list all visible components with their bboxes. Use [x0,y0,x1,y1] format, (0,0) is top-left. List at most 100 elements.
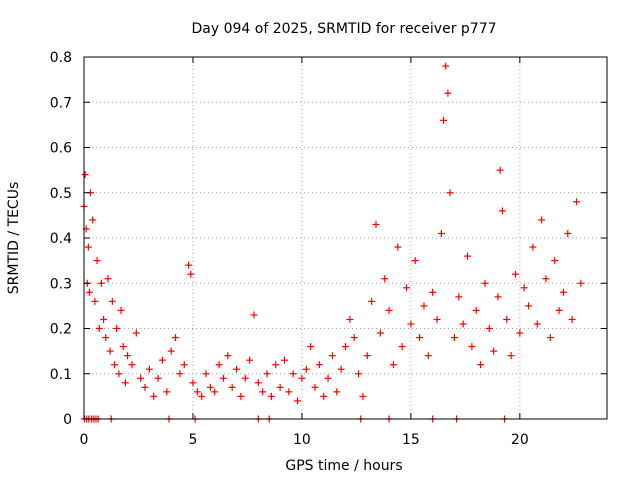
chart-title: Day 094 of 2025, SRMTID for receiver p77… [191,21,496,37]
x-tick-label: 5 [188,432,197,448]
y-tick-label: 0.2 [50,322,72,338]
data-point [516,329,524,337]
data-point [494,293,502,301]
data-point [91,297,99,305]
data-point [121,379,129,387]
data-point [150,392,158,400]
x-tick-label: 15 [402,432,420,448]
data-point [572,198,580,206]
grid [84,57,607,419]
data-point [542,275,550,283]
data-point [289,370,297,378]
data-point [185,261,193,269]
data-point [311,383,319,391]
data-point [485,325,493,332]
axis-ticks: 0 0.1 0.2 0.3 0.4 0.5 0.6 0.7 0.8 0 5 10 15 20 [50,50,607,448]
data-point [398,343,406,351]
data-point [180,361,188,369]
data-point [481,279,489,287]
data-point [464,252,472,260]
data-point [259,388,267,396]
y-tick-label: 0.8 [50,50,72,66]
data-point [202,370,210,378]
data-point [81,171,89,179]
data-point [538,216,546,224]
data-point [117,306,125,314]
data-point [115,370,123,378]
data-point [424,352,432,360]
data-point [187,270,195,278]
data-point [104,275,112,283]
data-point [503,315,511,323]
x-tick-label: 20 [511,432,529,448]
data-point [520,284,528,292]
data-point [577,279,585,287]
y-tick-label: 0.5 [50,186,72,202]
data-point [113,325,121,332]
data-point [176,370,184,378]
data-point [376,329,384,337]
data-point [167,347,175,355]
data-point [411,257,419,265]
data-point [145,365,153,373]
data-point [444,89,452,97]
data-point [333,388,341,396]
data-point [525,302,533,310]
data-point [215,361,223,369]
data-point [498,207,506,215]
data-point [108,297,116,305]
data-point [250,311,258,319]
data-point [84,243,92,251]
data-point [407,320,415,328]
data-point [254,379,262,387]
y-tick-label: 0.6 [50,141,72,157]
data-point [507,352,515,360]
data-point [132,329,140,337]
data-point [381,275,389,283]
data-point [102,334,110,342]
y-tick-label: 0.1 [50,367,72,383]
data-point [233,365,241,373]
data-point [468,343,476,351]
data-point [85,288,93,296]
data-point [100,315,108,323]
data-point [263,370,271,378]
data-point [437,229,445,237]
data-point [154,374,162,382]
data-point [442,62,450,70]
data-point [97,279,105,287]
data-point [124,352,132,360]
data-point [440,116,448,124]
data-point [206,383,214,391]
data-point [490,347,498,355]
data-point [555,306,563,314]
data-point [163,388,171,396]
data-point [346,315,354,323]
data-point [298,374,306,382]
data-point [302,365,310,373]
data-point [324,374,332,382]
data-point [280,356,288,364]
x-tick-label: 0 [80,432,89,448]
x-axis-label: GPS time / hours [285,458,402,474]
data-point [267,392,275,400]
data-point [350,334,358,342]
data-point [372,220,380,228]
data-point [106,347,114,355]
data-point [568,315,576,323]
data-point [416,334,424,342]
data-point [193,388,201,396]
data-point [511,270,519,278]
data-point [119,343,127,351]
data-point [320,392,328,400]
data-point [307,343,315,351]
data-point [294,397,302,405]
data-point [219,374,227,382]
data-point [189,379,197,387]
data-point [533,320,541,328]
data-point [89,216,97,224]
y-axis-label: SRMTID / TECUs [6,182,22,295]
data-point [496,166,504,174]
data-point [564,229,572,237]
